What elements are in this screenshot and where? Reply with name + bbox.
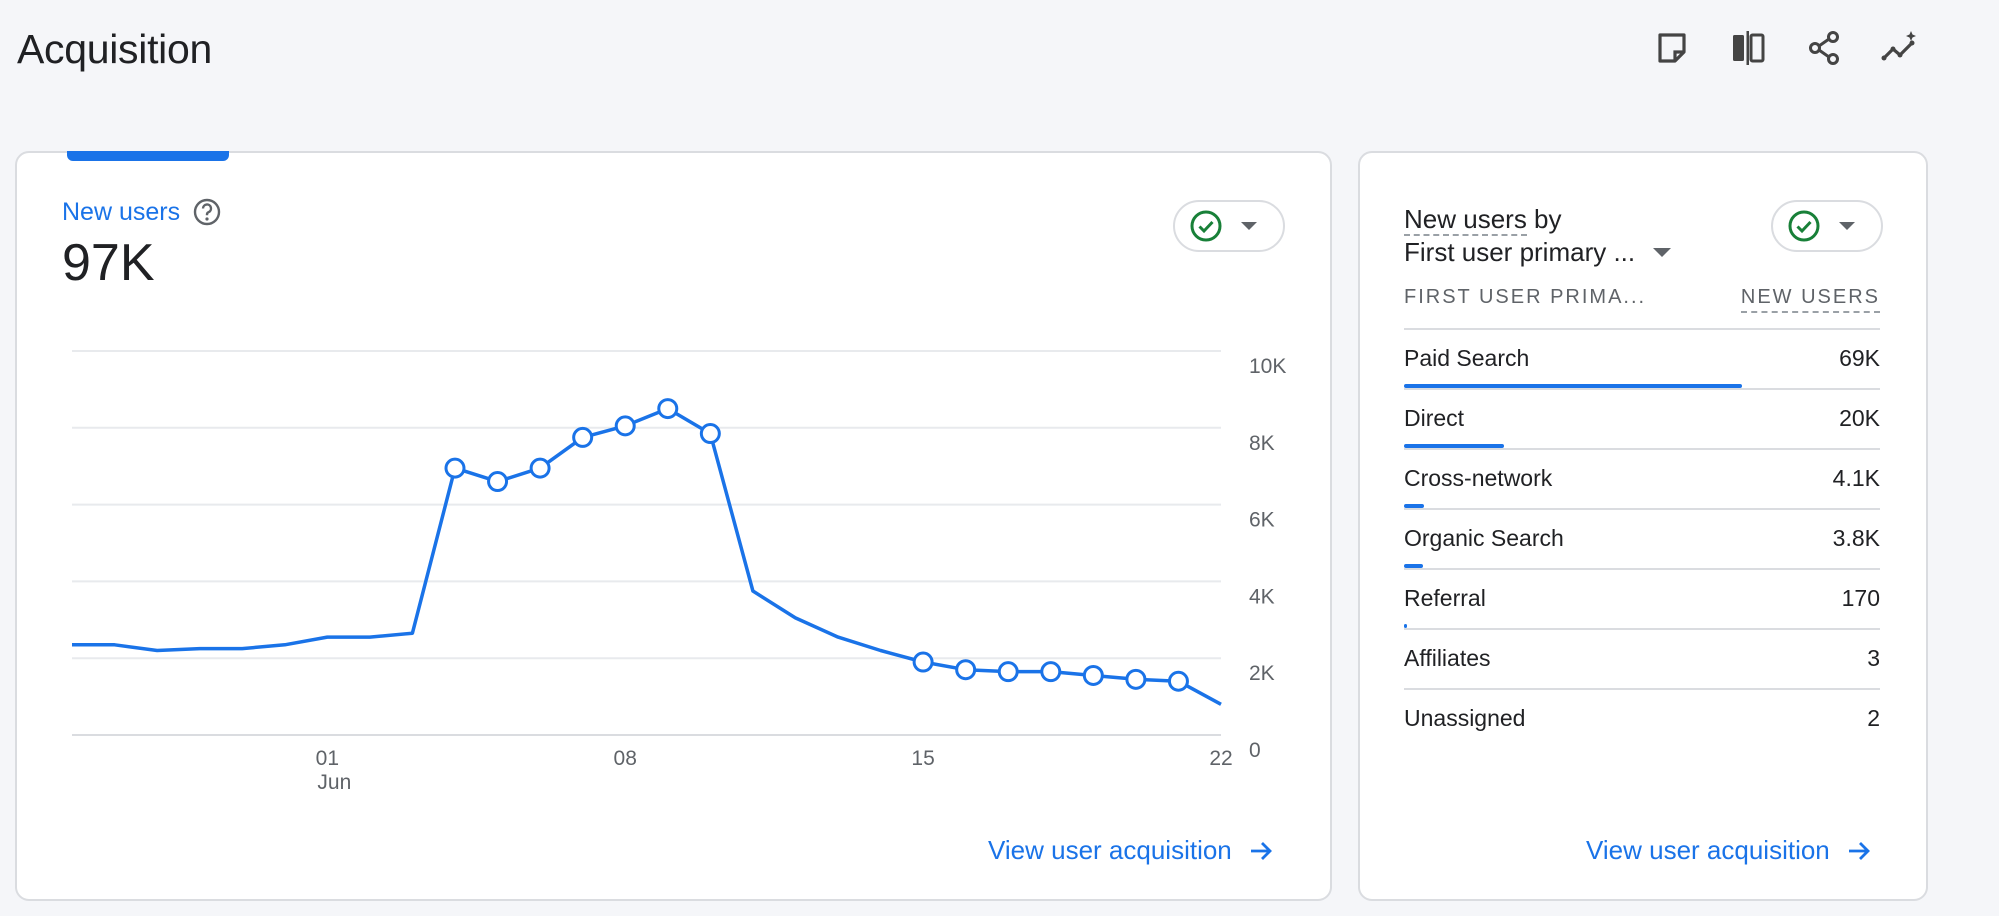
table-header: FIRST USER PRIMA... NEW USERS: [1404, 286, 1880, 313]
share-button[interactable]: [1804, 26, 1844, 70]
table-row[interactable]: Direct 20K: [1404, 390, 1880, 450]
chevron-down-icon: [1241, 222, 1257, 230]
row-value: 3.8K: [1832, 525, 1880, 551]
toolbar: [1652, 26, 1920, 70]
data-point[interactable]: [997, 661, 1019, 683]
row-value: 69K: [1839, 345, 1880, 371]
help-icon[interactable]: [192, 197, 222, 227]
data-quality-dropdown[interactable]: [1173, 200, 1285, 252]
row-label: Cross-network: [1404, 465, 1553, 491]
table-row[interactable]: Organic Search 3.8K: [1404, 510, 1880, 570]
data-point[interactable]: [572, 426, 594, 448]
data-point[interactable]: [1082, 664, 1104, 686]
share-icon: [1809, 31, 1839, 65]
row-value: 2: [1867, 705, 1880, 731]
row-value: 4.1K: [1832, 465, 1880, 491]
data-point[interactable]: [955, 659, 977, 681]
x-tick-label: 08: [614, 747, 637, 770]
channel-table: Paid Search 69K Direct 20K Cross-network 4.1K…: [1404, 330, 1880, 750]
header-divider: [1404, 328, 1880, 330]
data-point[interactable]: [1125, 668, 1147, 690]
y-tick-label: 10K: [1249, 355, 1286, 378]
check-circle-icon: [1788, 210, 1820, 242]
view-link-label: View user acquisition: [988, 835, 1232, 865]
row-share-bar: [1404, 384, 1742, 388]
table-row[interactable]: Unassigned 2: [1404, 690, 1880, 750]
dimension-dropdown[interactable]: First user primary ...: [1404, 237, 1672, 268]
row-share-bar: [1404, 624, 1407, 628]
y-tick-label: 8K: [1249, 432, 1275, 455]
row-label: Unassigned: [1404, 705, 1526, 731]
compare-button[interactable]: [1728, 26, 1768, 70]
row-label: Organic Search: [1404, 525, 1564, 551]
column-header-new-users[interactable]: NEW USERS: [1740, 286, 1880, 313]
insights-button[interactable]: [1880, 26, 1920, 70]
page-title: Acquisition: [17, 26, 212, 72]
table-row[interactable]: Affiliates 3: [1404, 630, 1880, 690]
data-point[interactable]: [699, 423, 721, 445]
metric-header: New users: [62, 197, 222, 227]
table-row[interactable]: Referral 170: [1404, 570, 1880, 630]
y-tick-label: 2K: [1249, 662, 1275, 685]
x-tick-sublabel: Jun: [317, 771, 351, 793]
data-point[interactable]: [1167, 670, 1189, 692]
data-point[interactable]: [487, 471, 509, 493]
metric-name[interactable]: New users: [62, 197, 181, 226]
data-point[interactable]: [614, 415, 636, 437]
series-line-new-users: [72, 406, 1222, 706]
data-quality-dropdown[interactable]: [1771, 200, 1883, 252]
data-point[interactable]: [529, 457, 551, 479]
view-user-acquisition-link[interactable]: View user acquisition: [1586, 835, 1872, 866]
data-point[interactable]: [1040, 661, 1062, 683]
arrow-right-icon: [1848, 841, 1870, 860]
x-tick-label: 15: [911, 747, 934, 770]
chevron-down-icon: [1653, 248, 1672, 257]
side-card-title: New users by: [1404, 201, 1562, 237]
insights-icon: [1881, 31, 1916, 61]
row-label: Direct: [1404, 405, 1465, 431]
y-tick-label: 4K: [1249, 585, 1275, 608]
x-tick-label: 22: [1209, 747, 1232, 770]
row-value: 20K: [1839, 405, 1880, 431]
row-label: Paid Search: [1404, 345, 1530, 371]
row-share-bar: [1404, 564, 1424, 568]
compare-icon: [1733, 31, 1765, 65]
arrow-right-icon: [1250, 841, 1272, 860]
active-tab-indicator: [67, 151, 229, 161]
new-users-by-channel-card: New users by First user primary ... FIRS…: [1358, 151, 1928, 901]
row-label: Referral: [1404, 585, 1486, 611]
column-header-dimension: FIRST USER PRIMA...: [1404, 286, 1647, 308]
side-title-metric[interactable]: New users: [1404, 204, 1527, 236]
chevron-down-icon: [1839, 222, 1855, 230]
row-value: 3: [1867, 645, 1880, 671]
note-button[interactable]: [1652, 26, 1692, 70]
table-row[interactable]: Cross-network 4.1K: [1404, 450, 1880, 510]
view-user-acquisition-link[interactable]: View user acquisition: [988, 835, 1274, 866]
x-tick-label: 01: [316, 747, 339, 770]
data-point[interactable]: [657, 398, 679, 420]
note-icon: [1658, 33, 1686, 63]
y-tick-label: 6K: [1249, 509, 1275, 532]
metric-value: 97K: [62, 234, 155, 292]
table-row[interactable]: Paid Search 69K: [1404, 330, 1880, 390]
dimension-label: First user primary ...: [1404, 237, 1636, 267]
y-tick-label: 0: [1249, 739, 1261, 762]
data-point[interactable]: [912, 651, 934, 673]
check-circle-icon: [1190, 210, 1222, 242]
view-link-label: View user acquisition: [1586, 835, 1830, 865]
new-users-card: New users 97K 10K 8K 6K 4K 2K 0 01 Jun 08 15 22 V…: [15, 151, 1332, 901]
row-share-bar: [1404, 444, 1504, 448]
data-point[interactable]: [444, 457, 466, 479]
row-label: Affiliates: [1404, 645, 1491, 671]
row-value: 170: [1841, 585, 1880, 611]
side-title-suffix: by: [1526, 204, 1562, 234]
row-share-bar: [1404, 504, 1425, 508]
